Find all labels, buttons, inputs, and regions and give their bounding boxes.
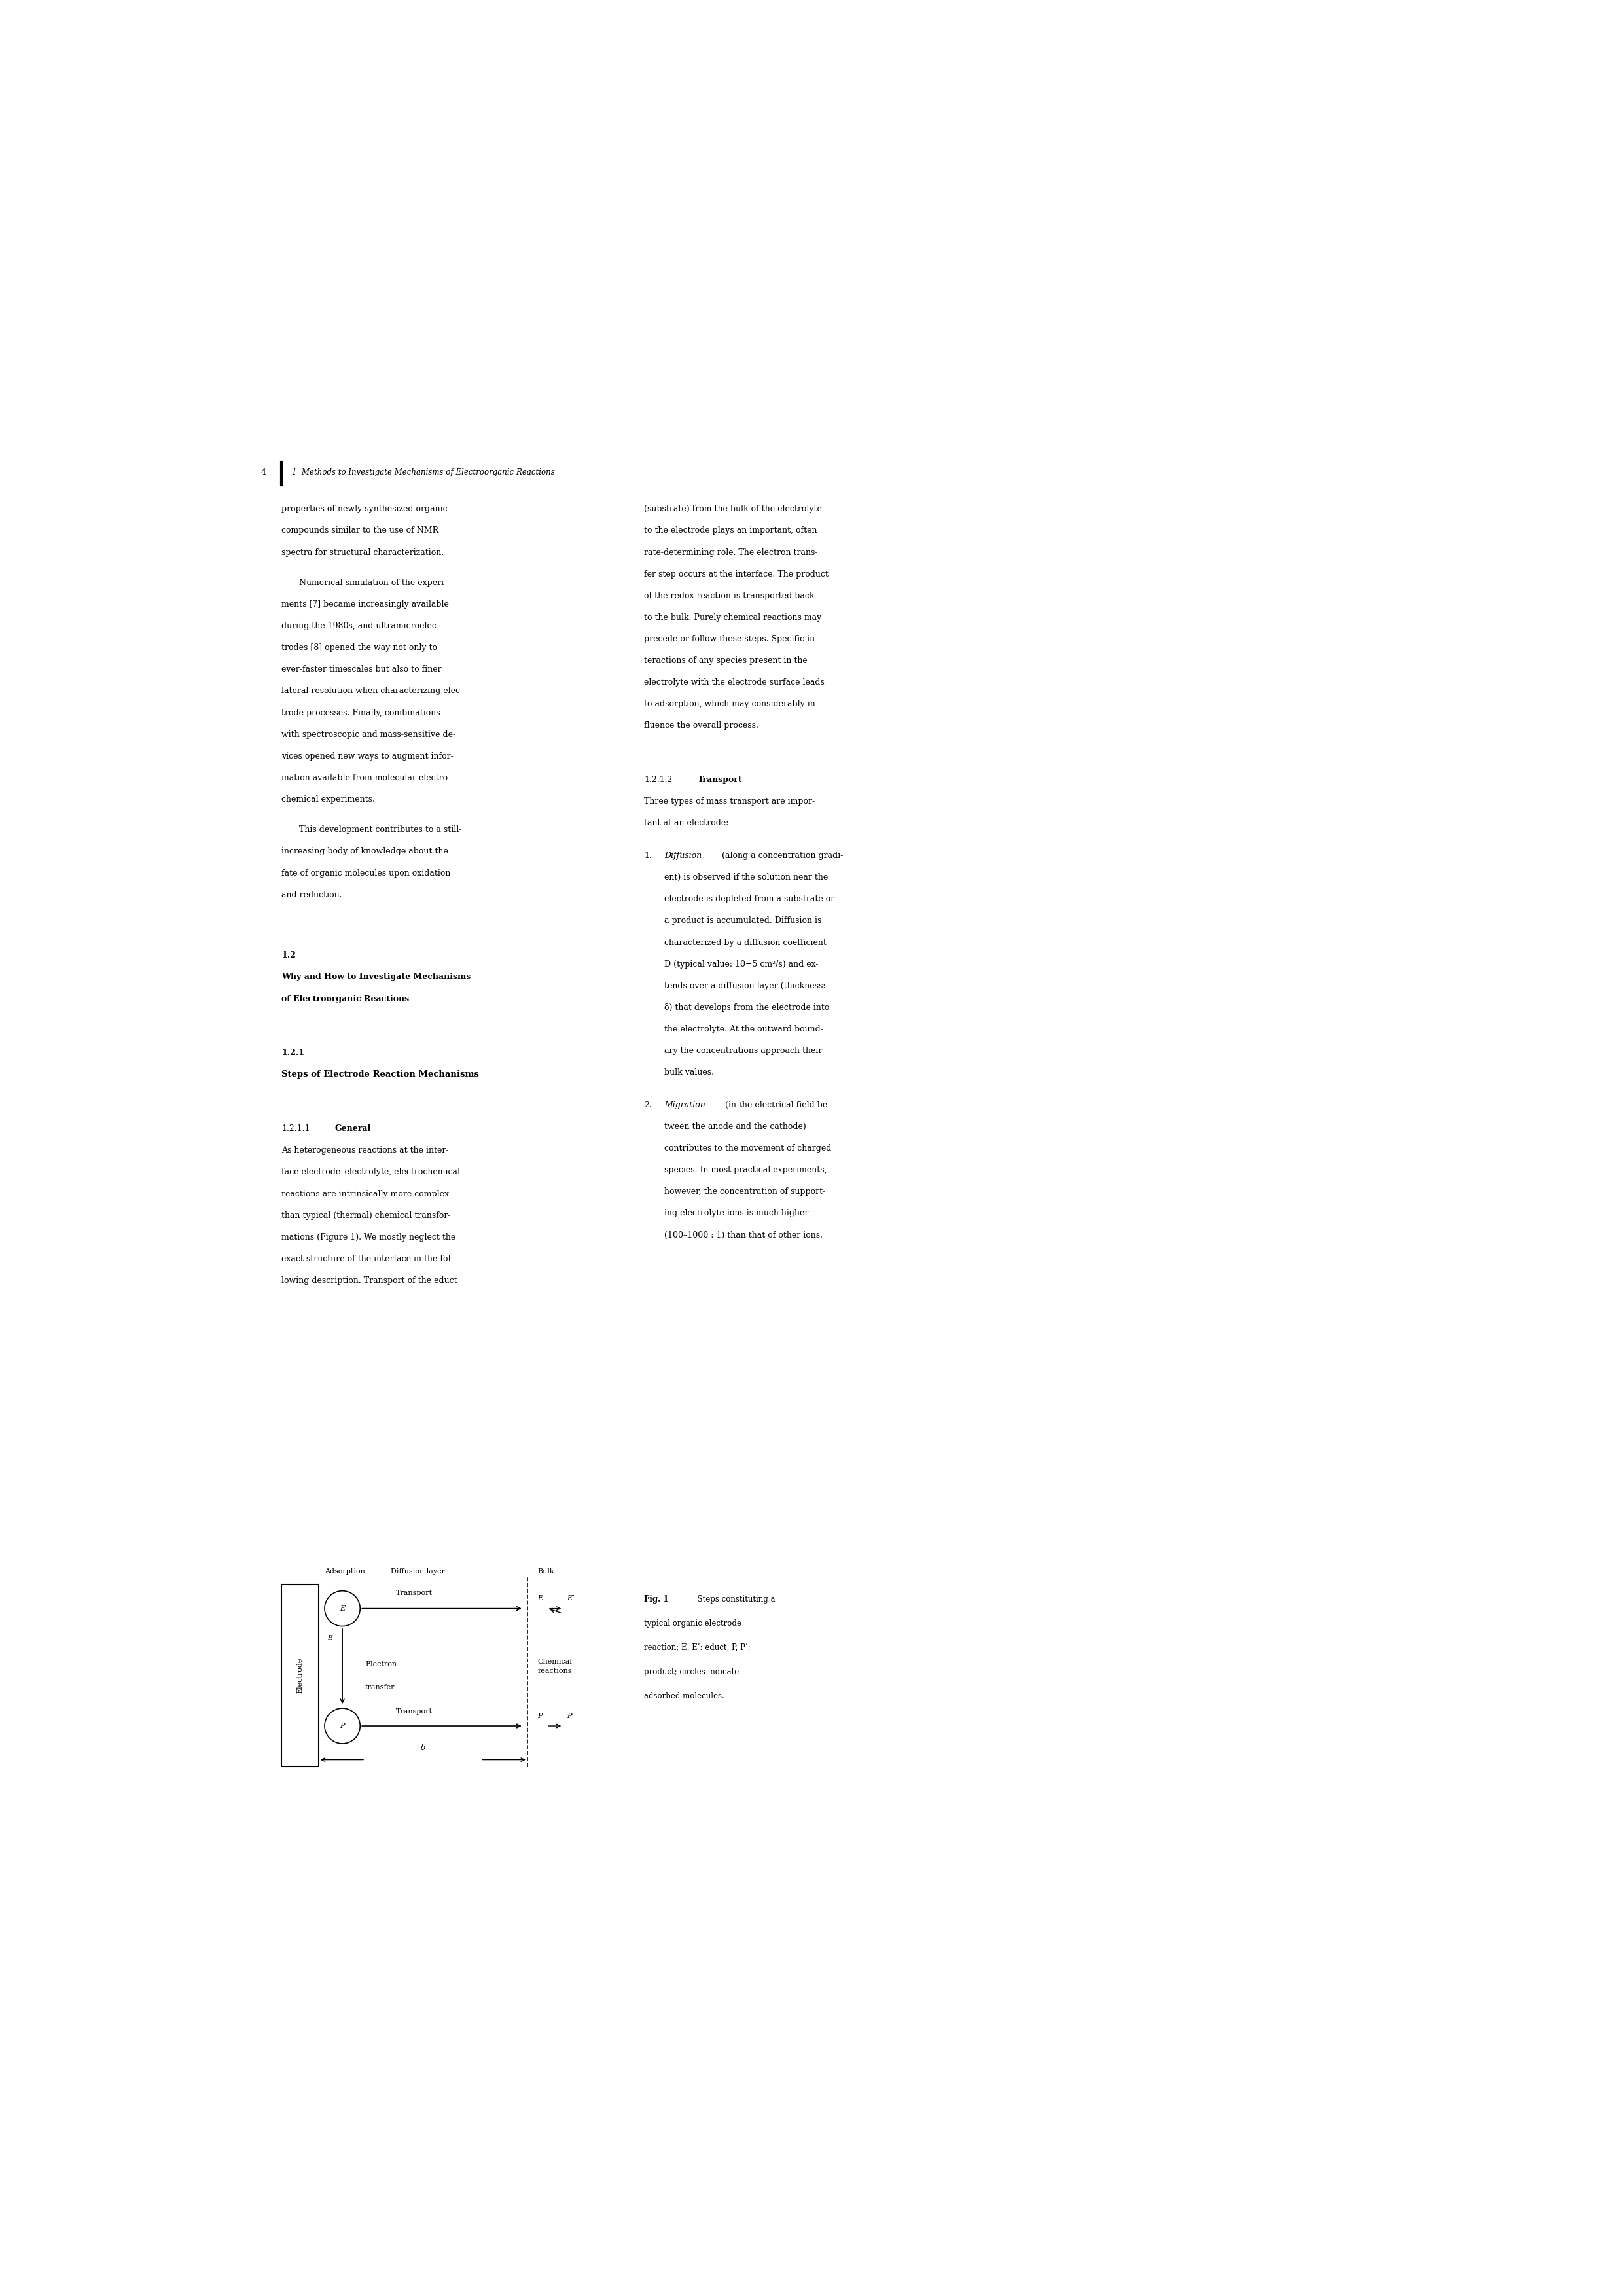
Text: ments [7] became increasingly available: ments [7] became increasingly available <box>281 599 450 608</box>
Text: reaction; E, E’: educt, P, P’:: reaction; E, E’: educt, P, P’: <box>644 1644 750 1651</box>
Text: of Electroorganic Reactions: of Electroorganic Reactions <box>281 994 409 1003</box>
Text: rate-determining role. The electron trans-: rate-determining role. The electron tran… <box>644 549 818 556</box>
Text: E: E <box>537 1596 544 1603</box>
Text: spectra for structural characterization.: spectra for structural characterization. <box>281 549 443 556</box>
Text: the electrolyte. At the outward bound-: the electrolyte. At the outward bound- <box>664 1024 823 1033</box>
Text: precede or follow these steps. Specific in-: precede or follow these steps. Specific … <box>644 636 818 643</box>
Text: bulk values.: bulk values. <box>664 1068 714 1077</box>
Text: tween the anode and the cathode): tween the anode and the cathode) <box>664 1123 807 1132</box>
Text: chemical experiments.: chemical experiments. <box>281 794 375 804</box>
Text: (substrate) from the bulk of the electrolyte: (substrate) from the bulk of the electro… <box>644 505 823 514</box>
Text: P: P <box>339 1722 344 1729</box>
Text: tant at an electrode:: tant at an electrode: <box>644 820 729 827</box>
Text: ent) is observed if the solution near the: ent) is observed if the solution near th… <box>664 872 828 882</box>
Text: This development contributes to a still-: This development contributes to a still- <box>299 827 463 833</box>
Text: lateral resolution when characterizing elec-: lateral resolution when characterizing e… <box>281 687 463 696</box>
Text: ary the concentrations approach their: ary the concentrations approach their <box>664 1047 823 1056</box>
Text: transfer: transfer <box>365 1683 394 1690</box>
Text: Diffusion: Diffusion <box>664 852 701 861</box>
Text: P’: P’ <box>566 1713 575 1720</box>
Text: Electrode: Electrode <box>297 1658 304 1694</box>
Text: E: E <box>339 1605 346 1612</box>
Text: during the 1980s, and ultramicroelec-: during the 1980s, and ultramicroelec- <box>281 622 440 631</box>
Text: Bulk: Bulk <box>537 1568 555 1575</box>
Text: 2.: 2. <box>644 1100 652 1109</box>
Text: vices opened new ways to augment infor-: vices opened new ways to augment infor- <box>281 751 453 760</box>
Text: P: P <box>537 1713 542 1720</box>
Text: than typical (thermal) chemical transfor-: than typical (thermal) chemical transfor… <box>281 1212 451 1219</box>
Text: 1.2.1: 1.2.1 <box>281 1049 305 1056</box>
Bar <box>281 1584 318 1766</box>
Text: a product is accumulated. Diffusion is: a product is accumulated. Diffusion is <box>664 916 821 925</box>
Text: Transport: Transport <box>396 1708 432 1715</box>
Text: tends over a diffusion layer (thickness:: tends over a diffusion layer (thickness: <box>664 983 826 990</box>
Text: of the redox reaction is transported back: of the redox reaction is transported bac… <box>644 592 815 599</box>
Text: fate of organic molecules upon oxidation: fate of organic molecules upon oxidation <box>281 868 451 877</box>
Text: 1.2: 1.2 <box>281 951 295 960</box>
Text: Steps constituting a: Steps constituting a <box>693 1596 776 1603</box>
Text: face electrode–electrolyte, electrochemical: face electrode–electrolyte, electrochemi… <box>281 1169 461 1176</box>
Text: trode processes. Finally, combinations: trode processes. Finally, combinations <box>281 709 440 716</box>
Text: ing electrolyte ions is much higher: ing electrolyte ions is much higher <box>664 1210 808 1217</box>
Circle shape <box>325 1708 360 1743</box>
Text: electrode is depleted from a substrate or: electrode is depleted from a substrate o… <box>664 895 834 902</box>
Text: contributes to the movement of charged: contributes to the movement of charged <box>664 1143 831 1153</box>
Text: fer step occurs at the interface. The product: fer step occurs at the interface. The pr… <box>644 569 829 579</box>
Text: reactions are intrinsically more complex: reactions are intrinsically more complex <box>281 1189 450 1199</box>
Text: Steps of Electrode Reaction Mechanisms: Steps of Electrode Reaction Mechanisms <box>281 1070 479 1079</box>
Text: electrolyte with the electrode surface leads: electrolyte with the electrode surface l… <box>644 677 824 687</box>
Text: Chemical
reactions: Chemical reactions <box>537 1658 573 1674</box>
Text: lowing description. Transport of the educt: lowing description. Transport of the edu… <box>281 1277 458 1286</box>
Text: D (typical value: 10−5 cm²/s) and ex-: D (typical value: 10−5 cm²/s) and ex- <box>664 960 818 969</box>
Text: species. In most practical experiments,: species. In most practical experiments, <box>664 1166 828 1173</box>
Text: ever-faster timescales but also to finer: ever-faster timescales but also to finer <box>281 666 441 673</box>
Text: Adsorption: Adsorption <box>325 1568 365 1575</box>
Text: and reduction.: and reduction. <box>281 891 342 900</box>
Text: properties of newly synthesized organic: properties of newly synthesized organic <box>281 505 448 514</box>
Text: General: General <box>334 1125 372 1134</box>
Text: to adsorption, which may considerably in-: to adsorption, which may considerably in… <box>644 700 818 709</box>
Text: δ: δ <box>420 1743 425 1752</box>
Text: trodes [8] opened the way not only to: trodes [8] opened the way not only to <box>281 643 437 652</box>
Text: product; circles indicate: product; circles indicate <box>644 1667 738 1676</box>
Text: mation available from molecular electro-: mation available from molecular electro- <box>281 774 451 783</box>
Text: mations (Figure 1). We mostly neglect the: mations (Figure 1). We mostly neglect th… <box>281 1233 456 1242</box>
Text: 1.2.1.1: 1.2.1.1 <box>281 1125 310 1134</box>
Circle shape <box>325 1591 360 1626</box>
Text: Three types of mass transport are impor-: Three types of mass transport are impor- <box>644 797 815 806</box>
Text: to the bulk. Purely chemical reactions may: to the bulk. Purely chemical reactions m… <box>644 613 821 622</box>
Text: E’: E’ <box>566 1596 575 1603</box>
Text: increasing body of knowledge about the: increasing body of knowledge about the <box>281 847 448 856</box>
Text: to the electrode plays an important, often: to the electrode plays an important, oft… <box>644 526 818 535</box>
Text: 1.2.1.2: 1.2.1.2 <box>644 776 672 785</box>
Text: adsorbed molecules.: adsorbed molecules. <box>644 1692 724 1699</box>
Text: Electron: Electron <box>365 1662 396 1667</box>
Text: Migration: Migration <box>664 1100 706 1109</box>
Text: δ) that develops from the electrode into: δ) that develops from the electrode into <box>664 1003 829 1013</box>
Text: As heterogeneous reactions at the inter-: As heterogeneous reactions at the inter- <box>281 1146 448 1155</box>
Text: compounds similar to the use of NMR: compounds similar to the use of NMR <box>281 526 438 535</box>
Text: teractions of any species present in the: teractions of any species present in the <box>644 657 808 666</box>
Text: Transport: Transport <box>396 1589 432 1596</box>
Text: 4: 4 <box>261 468 266 475</box>
Text: (in the electrical field be-: (in the electrical field be- <box>722 1100 831 1109</box>
Text: P: P <box>328 1713 333 1720</box>
Text: 1.: 1. <box>644 852 652 861</box>
Text: exact structure of the interface in the fol-: exact structure of the interface in the … <box>281 1254 453 1263</box>
Text: (100–1000 : 1) than that of other ions.: (100–1000 : 1) than that of other ions. <box>664 1231 823 1240</box>
Text: fluence the overall process.: fluence the overall process. <box>644 721 758 730</box>
Text: however, the concentration of support-: however, the concentration of support- <box>664 1187 826 1196</box>
Text: characterized by a diffusion coefficient: characterized by a diffusion coefficient <box>664 939 826 946</box>
Text: (along a concentration gradi-: (along a concentration gradi- <box>719 852 842 861</box>
Text: typical organic electrode: typical organic electrode <box>644 1619 742 1628</box>
Text: Numerical simulation of the experi-: Numerical simulation of the experi- <box>299 579 446 588</box>
Text: 1  Methods to Investigate Mechanisms of Electroorganic Reactions: 1 Methods to Investigate Mechanisms of E… <box>292 468 555 475</box>
Text: Transport: Transport <box>698 776 742 785</box>
Text: with spectroscopic and mass-sensitive de-: with spectroscopic and mass-sensitive de… <box>281 730 456 739</box>
Text: E: E <box>328 1635 333 1642</box>
Text: Diffusion layer: Diffusion layer <box>391 1568 445 1575</box>
Text: Why and How to Investigate Mechanisms: Why and How to Investigate Mechanisms <box>281 974 471 980</box>
Text: Fig. 1: Fig. 1 <box>644 1596 669 1603</box>
